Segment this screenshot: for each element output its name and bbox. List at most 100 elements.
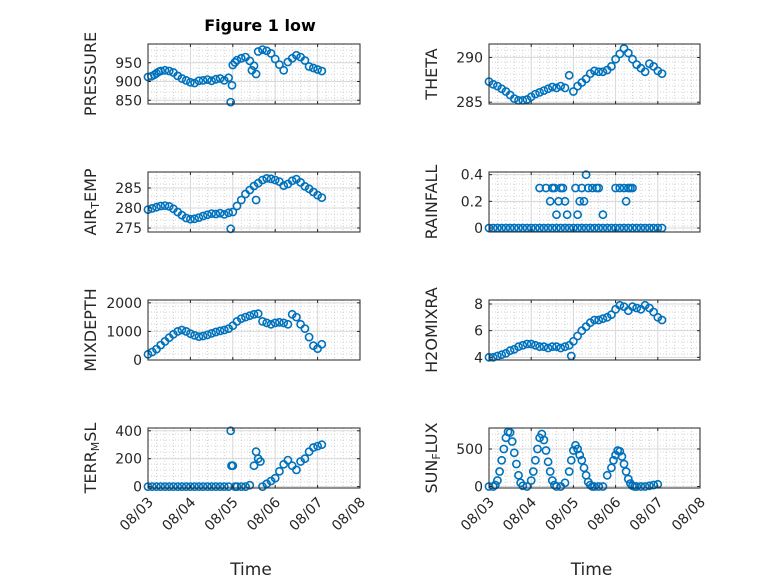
subplot-rainfall: 0 0.2 0.4 RAINFALL (422, 165, 701, 240)
data-point (526, 476, 536, 485)
data-point (251, 69, 261, 79)
data-point (560, 478, 570, 488)
data-point (543, 84, 553, 94)
data-point (560, 342, 570, 352)
axes-box (147, 299, 361, 361)
data-point (156, 482, 166, 491)
data-point (497, 455, 507, 465)
data-point (552, 482, 561, 491)
data-point (607, 310, 616, 320)
data-point (185, 482, 195, 491)
data-point (274, 60, 284, 69)
data-point (270, 473, 280, 483)
data-point (266, 49, 276, 58)
data-point (609, 455, 618, 465)
data-point (202, 330, 212, 340)
axes-box (488, 427, 701, 489)
y-axis-label: RAINFALL (422, 165, 441, 240)
data-point (190, 214, 199, 224)
data-point (219, 209, 229, 219)
data-point (207, 482, 216, 491)
data-point (262, 318, 272, 328)
data-point (215, 74, 225, 83)
data-point (160, 65, 170, 75)
data-point (657, 315, 667, 325)
data-point (224, 482, 233, 491)
data-point (552, 342, 561, 352)
data-point (552, 83, 561, 93)
data-point (156, 66, 166, 76)
data-point (270, 318, 280, 328)
y-tick-label: 0 (133, 480, 142, 496)
data-point (219, 76, 229, 85)
axes-box (147, 43, 361, 105)
data-point (236, 53, 246, 63)
data-point (573, 210, 582, 220)
x-axis-label: Time (229, 560, 272, 580)
data-point (300, 454, 310, 464)
data-point (232, 201, 242, 211)
data-point (185, 77, 195, 87)
data-point (227, 80, 237, 90)
data-point (531, 455, 540, 465)
data-point (628, 183, 637, 193)
y-tick-label: 400 (115, 424, 142, 440)
data-point (198, 211, 208, 221)
data-point (541, 183, 551, 193)
data-point (623, 48, 633, 58)
data-point (232, 482, 242, 491)
data-point (611, 183, 620, 193)
data-point (564, 467, 574, 476)
data-point (528, 467, 538, 476)
data-point (632, 482, 642, 491)
data-point (279, 318, 289, 328)
data-point (640, 67, 650, 77)
data-point (543, 343, 553, 353)
y-tick-label: 285 (456, 95, 483, 111)
data-point (279, 65, 289, 75)
data-point (579, 196, 589, 206)
x-tick-label: 08/04 (500, 494, 540, 534)
data-point (619, 459, 629, 469)
data-point (224, 208, 233, 218)
data-point (300, 56, 310, 65)
data-point (539, 435, 549, 445)
data-point (490, 480, 500, 490)
data-point (219, 482, 229, 491)
data-point (566, 455, 576, 465)
data-point (607, 62, 616, 71)
y-tick-label: 290 (456, 50, 483, 66)
y-tick-label: 6 (474, 324, 483, 340)
data-point (251, 195, 261, 205)
data-series (484, 427, 663, 491)
data-point (539, 86, 549, 95)
data-point (262, 173, 272, 183)
data-point (283, 319, 293, 329)
data-point (211, 74, 221, 84)
y-tick-label: 500 (456, 442, 483, 458)
data-point (535, 183, 544, 193)
data-point (649, 307, 658, 317)
axes-box (147, 171, 361, 233)
data-point (291, 312, 301, 322)
data-point (569, 87, 578, 96)
data-point (564, 70, 574, 80)
data-point (579, 463, 589, 473)
data-point (602, 470, 612, 480)
data-point (152, 482, 161, 491)
data-point (621, 467, 631, 476)
data-point (558, 183, 568, 193)
x-tick-label: 08/07 (287, 495, 327, 535)
data-point (300, 324, 310, 333)
data-point (594, 183, 604, 193)
data-point (313, 441, 322, 451)
data-point (215, 208, 225, 218)
data-point (547, 82, 557, 92)
y-axis-label: H2OMIXRA (422, 287, 441, 373)
y-tick-label: 2000 (106, 296, 142, 312)
data-point (202, 75, 212, 84)
data-point (274, 466, 284, 476)
data-point (262, 46, 272, 56)
data-point (181, 213, 191, 223)
data-point (645, 481, 654, 491)
